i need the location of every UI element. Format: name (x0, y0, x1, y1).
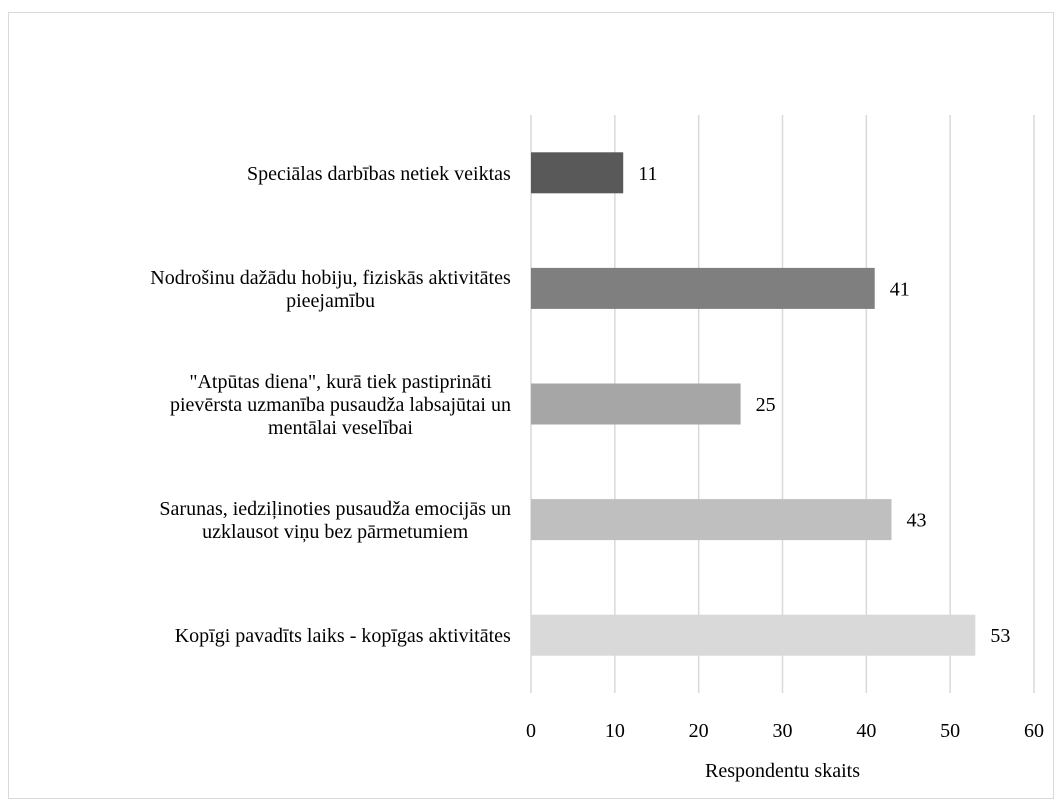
x-tick-label: 0 (526, 720, 536, 742)
bar-chart: 11 41 25 43 53 Speciālas darbības netiek vei… (150, 115, 1044, 782)
category-label: Kopīgi pavadīts laiks - kopīgas aktivitā… (175, 625, 511, 647)
bar (531, 152, 624, 194)
data-label: 43 (906, 510, 926, 532)
data-label: 25 (756, 394, 776, 416)
category-label: Speciālas darbības netiek veiktas (247, 163, 511, 185)
category-label: Nodrošinu dažādu hobiju, fiziskās aktivi… (150, 267, 511, 312)
x-tick-label: 30 (773, 720, 793, 742)
bar (531, 383, 741, 425)
bar (531, 499, 892, 541)
data-label: 41 (890, 278, 910, 300)
data-labels: 11 41 25 43 53 (638, 163, 1010, 647)
x-tick-labels: 0 10 20 30 40 50 60 (526, 720, 1044, 742)
data-label: 53 (990, 625, 1010, 647)
x-axis-title: Respondentu skaits (705, 760, 860, 782)
bar (531, 267, 875, 309)
data-label: 11 (638, 163, 657, 185)
x-tick-label: 40 (856, 720, 876, 742)
x-tick-label: 10 (605, 720, 625, 742)
bars (531, 152, 976, 656)
category-label: Sarunas, iedziļinoties pusaudža emocijās… (159, 498, 511, 543)
bar (531, 614, 976, 656)
x-tick-label: 20 (689, 720, 709, 742)
category-labels: Speciālas darbības netiek veiktas Nodroši… (150, 163, 511, 647)
category-label: "Atpūtas diena", kurā tiek pastiprināti p… (170, 371, 511, 439)
chart-frame: 11 41 25 43 53 Speciālas darbības netiek vei… (8, 12, 1054, 799)
x-tick-label: 50 (940, 720, 960, 742)
x-tick-label: 60 (1024, 720, 1044, 742)
